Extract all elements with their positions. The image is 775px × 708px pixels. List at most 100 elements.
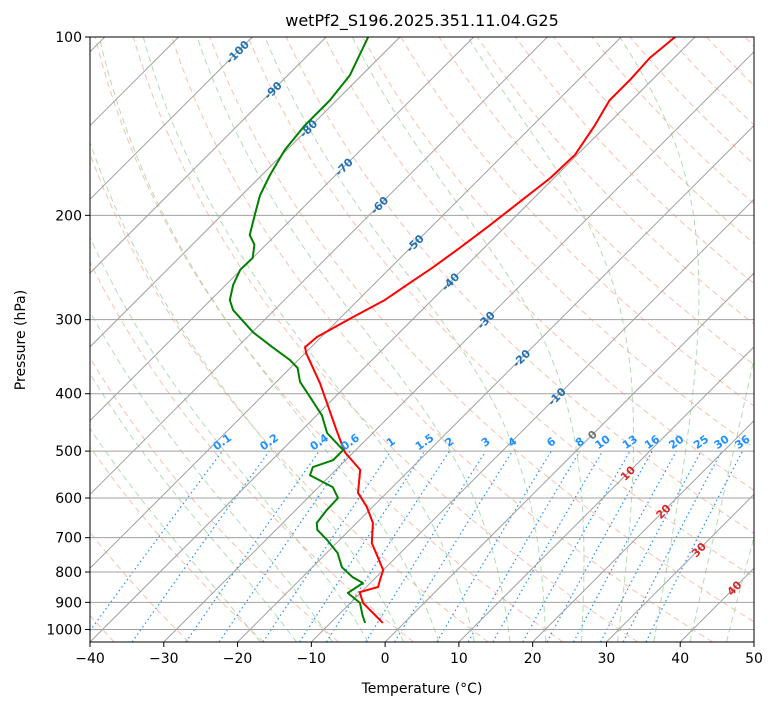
mixing-ratio-line [131, 450, 270, 642]
mixing-ratio-line [546, 450, 653, 642]
moist-adiabat [467, 37, 635, 642]
dry-adiabat [323, 37, 754, 491]
dry-adiabat [591, 37, 754, 205]
isotherm-gridline [90, 37, 401, 348]
y-axis-label: Pressure (hPa) [13, 290, 29, 390]
x-tick-label: −20 [223, 651, 253, 667]
y-tick-label: 300 [55, 313, 82, 329]
moist-adiabat [90, 427, 261, 642]
dry-adiabat [476, 37, 754, 325]
moist-adiabat [264, 37, 547, 642]
x-tick-label: 50 [745, 651, 763, 667]
mixing-ratio-line [185, 450, 320, 642]
mixing-ratio-line [365, 450, 487, 642]
mixing-ratio-label: 0.1 [211, 431, 234, 453]
dry-adiabat [744, 37, 754, 47]
isotherm-gridline [237, 124, 754, 642]
isotherm-gridline [384, 272, 754, 642]
mixing-ratio-label: 6 [544, 435, 558, 450]
mixing-ratio-line [436, 450, 552, 642]
dewpoint-line [228, 37, 370, 624]
mixing-ratio-line [325, 450, 450, 642]
moist-adiabat [142, 37, 475, 642]
x-tick-label: 30 [598, 651, 616, 667]
dry-adiabat [94, 37, 564, 642]
isotherm-gridline [163, 51, 754, 642]
dry-adiabat [515, 37, 754, 285]
mixing-ratio-label: 30 [712, 432, 732, 452]
mixing-ratio-label: 1.5 [413, 431, 436, 453]
mixing-ratio-label: 25 [691, 433, 711, 452]
background-lines [90, 37, 754, 642]
moist-adiabat [351, 37, 585, 642]
dry-adiabat [706, 37, 754, 87]
dry-adiabat [209, 37, 754, 623]
x-tick-label: 10 [450, 651, 468, 667]
y-tick-label: 900 [55, 595, 82, 611]
isotherm-gridline [90, 37, 622, 569]
mixing-ratio-line [218, 450, 351, 642]
x-axis-label: Temperature (°C) [361, 681, 483, 697]
dry-adiabat [132, 37, 639, 642]
dry-adiabat [362, 37, 754, 449]
x-tick-label: 40 [671, 651, 689, 667]
y-tick-label: 100 [55, 30, 82, 46]
plot-frame [89, 36, 755, 643]
moist-adiabat [726, 535, 754, 642]
moist-adiabat [689, 356, 754, 642]
y-tick-label: 500 [55, 444, 82, 460]
mixing-ratio-label: 20 [666, 432, 686, 452]
temperature-line [304, 37, 676, 624]
mixing-ratio-label: 4 [506, 435, 520, 450]
mixing-ratio-label: 1 [384, 435, 398, 450]
mixing-ratio-label: 2 [443, 435, 457, 450]
mixing-ratio-label: 36 [732, 432, 752, 452]
y-tick-label: 600 [55, 491, 82, 507]
y-tick-label: 800 [55, 565, 82, 581]
y-tick-label: 400 [55, 387, 82, 403]
moist-adiabat [98, 37, 440, 642]
x-tick-label: −10 [297, 651, 327, 667]
y-tick-label: 700 [55, 531, 82, 547]
moist-adiabat [619, 37, 700, 642]
mixing-ratio-line [522, 450, 631, 642]
x-tick-label: 0 [381, 651, 390, 667]
dry-adiabat [285, 37, 754, 535]
mixing-ratio-line [90, 450, 223, 632]
isotherm-label: -80 [297, 117, 320, 140]
isotherm-gridline [90, 37, 253, 201]
isotherm-gridline [90, 37, 475, 422]
dry-adiabat [90, 152, 489, 642]
dry-adiabat [247, 37, 754, 578]
moist-adiabat [90, 372, 297, 642]
mixing-ratio-label: 3 [479, 435, 493, 450]
dry-adiabat [90, 260, 414, 642]
mixing-ratio-line [572, 450, 677, 642]
isotherm-gridline [606, 493, 754, 642]
dry-adiabat [90, 356, 339, 642]
mixing-ratio-label: 16 [642, 432, 662, 452]
dry-adiabat [171, 37, 713, 642]
x-tick-label: −40 [75, 651, 105, 667]
dry-adiabat [438, 37, 754, 366]
moist-adiabat [90, 140, 405, 642]
dry-adiabat [667, 37, 754, 126]
isotherm-gridline [458, 346, 754, 642]
mixing-ratio-label: 13 [620, 433, 640, 452]
isotherm-gridline [90, 37, 327, 274]
isotherm-gridline [90, 37, 696, 642]
moist-adiabat [196, 37, 511, 642]
mixing-ratio-line [299, 450, 426, 642]
x-tick-label: −30 [149, 651, 179, 667]
isotherm-label: -90 [262, 79, 285, 102]
isotherm-gridline [310, 198, 754, 642]
isotherm-gridline [90, 37, 548, 496]
y-tick-label: 1000 [46, 622, 82, 638]
moist-adiabat [90, 310, 333, 642]
dry-adiabat [90, 446, 265, 642]
dry-adiabat [553, 37, 754, 245]
y-tick-label: 200 [55, 208, 82, 224]
chart-title: wetPf2_S196.2025.351.11.04.G25 [285, 11, 559, 31]
isotherm-label: -100 [223, 38, 252, 67]
